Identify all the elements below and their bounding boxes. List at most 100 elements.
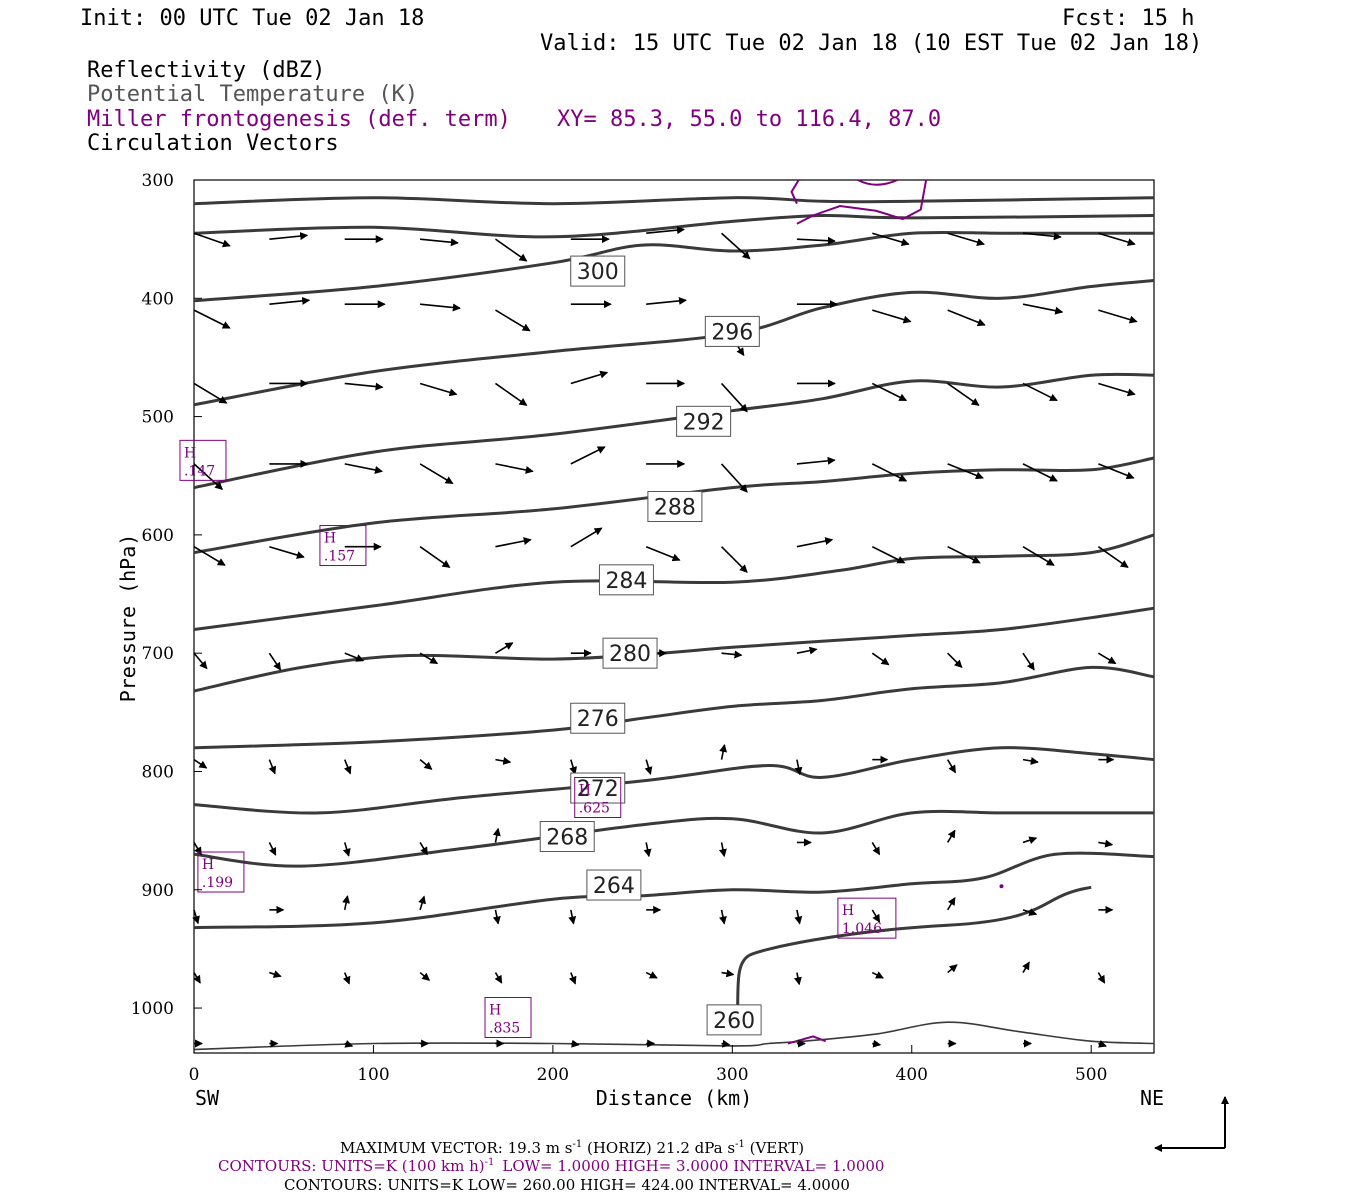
circulation-vector [419,546,451,569]
circulation-vector [419,759,433,770]
isentrope-260-branch [736,885,1092,1009]
x-tick-label: 400 [896,1065,928,1085]
footer: MAXIMUM VECTOR: 19.3 m s-1 (HORIZ) 21.2 … [218,1139,884,1194]
circulation-vector [1098,232,1136,246]
isentrope-label: 284 [605,569,647,594]
circulation-vector [570,370,609,385]
circulation-vector [419,652,439,665]
circulation-vector [1098,463,1135,480]
frontogenesis-high-value: .157 [324,549,355,565]
circulation-vector [796,236,836,245]
circulation-vector [872,309,912,324]
circulation-vector [872,1039,882,1048]
isentrope-264 [193,851,1155,930]
x-end-label-sw: SW [195,1086,220,1110]
frontogenesis-high-value: .199 [202,875,233,891]
circulation-vector [492,827,501,843]
x-tick-label: 200 [537,1065,569,1085]
circulation-vector [720,382,748,413]
frontogenesis-contour [787,1035,826,1045]
circulation-vector [721,969,735,978]
frontogenesis-contour [796,179,928,225]
circulation-vector [569,759,577,775]
circulation-vector [269,970,282,978]
y-axis-title: Pressure (hPa) [116,534,140,703]
isentrope-label-box [598,564,654,596]
x-axis-title: Distance (km) [596,1086,753,1110]
xy-endpoints: XY= 85.3, 55.0 to 116.4, 87.0 [557,107,941,132]
circulation-vector [193,972,201,984]
field-circulation-vectors: Circulation Vectors [87,131,339,156]
contours-theta: CONTOURS: UNITS=K LOW= 260.00 HIGH= 424.… [284,1176,850,1194]
circulation-vector [719,909,727,925]
isentrope-label-box [602,637,658,669]
circulation-vector [871,909,881,923]
frontogenesis-dot [999,884,1004,889]
isentrope-label: 272 [577,777,619,802]
circulation-vector [192,909,200,925]
circulation-vector [721,232,751,260]
circulation-vector [420,238,459,247]
circulation-vector [1097,546,1129,569]
circulation-vector [269,296,311,306]
circulation-vector [193,382,228,404]
frontogenesis-high-box [484,997,532,1039]
frontogenesis-contour [790,179,800,205]
isentrope-label-box [570,772,626,804]
circulation-vector [568,972,577,985]
svg-text:CONTOURS: UNITS=K (100 km h)-: CONTOURS: UNITS=K (100 km h)-1 LOW= 1.000… [218,1157,884,1175]
x-tick-label: 0 [189,1065,200,1085]
circulation-vector [494,238,528,262]
isentrope-304 [193,213,1155,239]
y-tick-label: 300 [142,171,174,191]
circulation-vector [342,842,351,857]
isentrope-296 [193,279,1155,407]
x-tick-label: 300 [716,1065,748,1085]
circulation-vector [646,296,687,306]
circulation-vector [946,829,956,843]
circulation-vector [419,463,454,485]
circulation-vector [793,972,802,986]
circulation-vector [419,971,431,981]
circulation-vector [193,652,208,670]
y-tick-label: 600 [142,526,174,546]
circulation-vector [946,759,957,774]
circulation-vector [268,842,277,856]
circulation-vector [568,909,577,925]
isentrope-label: 268 [546,826,588,851]
circulation-vector [719,743,728,760]
circulation-vector [420,303,461,312]
circulation-vector [419,382,458,397]
y-tick-label: 800 [142,762,174,782]
isentrope-272 [193,746,1155,815]
circulation-vector [1022,757,1039,765]
circulation-vector [1022,652,1035,671]
frontogenesis-high-box [574,776,622,818]
circulation-vector [645,545,681,562]
isentrope-308 [193,196,1155,206]
isentrope-284 [193,533,1155,631]
isentrope-label-box [586,869,642,901]
circulation-vector [495,642,514,654]
isentrope-label: 292 [683,410,725,435]
circulation-vector [1097,972,1106,984]
isentrope-276 [193,665,1155,750]
circulation-vector [643,842,652,858]
circulation-vector [947,309,986,327]
circulation-vector [495,757,512,765]
circulation-vector [794,909,803,925]
circulation-vector [344,652,365,662]
circulation-vector [193,232,231,248]
circulation-vector [342,972,351,985]
circulation-vector [269,545,305,559]
circulation-vector [268,652,282,671]
frontogenesis-high-value: .625 [579,800,610,816]
isentrope-label: 288 [654,495,696,520]
circulation-vector [947,652,963,669]
isentrope-label-box [539,821,595,853]
frontogenesis-high-value: .835 [489,1021,520,1037]
circulation-vector [721,1039,731,1048]
circulation-vector [1098,1040,1107,1048]
contours-frontogenesis: CONTOURS: UNITS=K (100 km h) [218,1157,485,1175]
